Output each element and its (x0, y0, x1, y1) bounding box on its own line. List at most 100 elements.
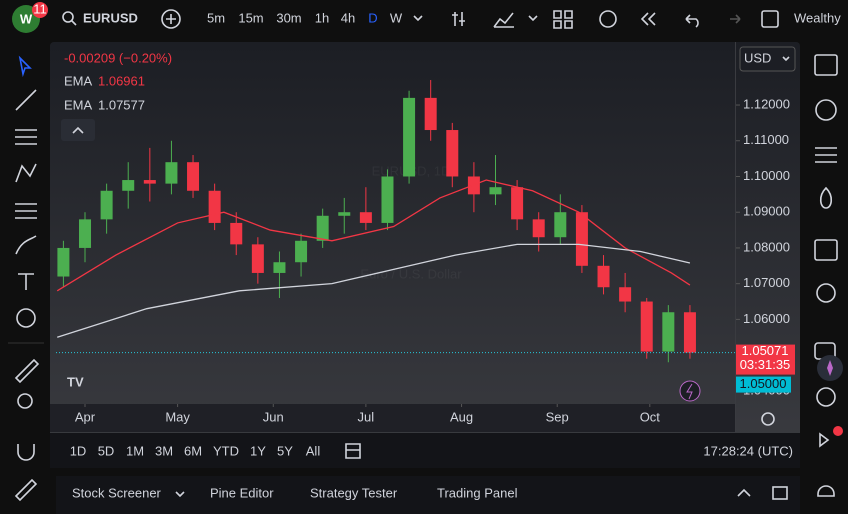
interval[interactable]: W (390, 10, 403, 25)
candle-body (683, 312, 696, 353)
interval[interactable]: D (368, 10, 377, 25)
expand-panel[interactable] (737, 488, 751, 497)
chart-panel (50, 42, 800, 468)
date-range[interactable] (345, 443, 361, 459)
candle-body (338, 212, 351, 216)
range-button[interactable]: All (306, 443, 321, 458)
candle-body (208, 190, 221, 223)
search-icon (62, 11, 74, 23)
lock-tool[interactable] (14, 478, 38, 502)
user-name[interactable]: Wealthy (794, 10, 841, 25)
y-tick-label: 1.07000 (743, 275, 790, 290)
change-label: -0.00209 (−0.20%) (64, 50, 172, 65)
ema-line (56, 179, 691, 292)
currency-select[interactable] (739, 46, 796, 72)
candle-body (403, 97, 416, 177)
assistant-icon (827, 360, 833, 376)
fib-tool[interactable] (15, 129, 37, 145)
projection-tool[interactable] (15, 203, 37, 219)
notification-dot (833, 426, 843, 436)
range-button[interactable]: 1D (70, 443, 87, 458)
watermark-subtitle: Euro / U.S. Dollar (360, 266, 462, 281)
tv-logo: TV (67, 374, 84, 389)
ideas[interactable] (816, 283, 836, 303)
add-symbol (166, 14, 176, 24)
candle-body (143, 180, 156, 184)
maximize-panel[interactable] (772, 486, 788, 500)
x-tick-label: Jul (358, 409, 375, 424)
chart-type[interactable] (452, 12, 465, 26)
undo[interactable] (685, 14, 699, 28)
x-tick-label: Sep (546, 409, 569, 424)
emoji-tool[interactable] (16, 308, 36, 328)
range-button[interactable]: YTD (213, 443, 239, 458)
search-icon (71, 20, 77, 26)
collapse-legend[interactable] (61, 119, 95, 141)
ema-line (57, 243, 691, 338)
candle-body (295, 240, 308, 263)
add-symbol[interactable] (161, 9, 181, 29)
alert[interactable] (599, 10, 617, 28)
redo[interactable] (730, 14, 741, 24)
interval[interactable]: 1h (315, 10, 329, 25)
legend-name: EMA (64, 97, 93, 112)
range-button[interactable]: 3M (155, 443, 173, 458)
price-label: 1.05071 (742, 343, 789, 358)
stream[interactable] (819, 432, 830, 448)
zoom-tool[interactable] (17, 393, 33, 409)
alerts[interactable] (815, 99, 837, 121)
badge (32, 2, 48, 18)
layout-toggle[interactable] (761, 10, 779, 28)
magnet-tool[interactable] (17, 444, 35, 461)
candle-body (122, 180, 135, 191)
candle-body (79, 219, 92, 248)
candle-body (446, 130, 459, 177)
logo-mark: W (20, 11, 33, 26)
symbol[interactable]: EURUSD (83, 10, 138, 25)
x-tick-label: Aug (450, 409, 473, 424)
interval-menu[interactable] (413, 15, 423, 22)
pattern-tool[interactable] (15, 163, 37, 183)
interval[interactable]: 4h (341, 10, 355, 25)
interval[interactable]: 15m (238, 10, 263, 25)
tab-chevron[interactable] (175, 491, 185, 498)
menu[interactable] (528, 15, 538, 22)
range-bar (50, 433, 800, 468)
y-tick-label: 1.06000 (743, 311, 790, 326)
legend-value: 1.06961 (98, 73, 145, 88)
news[interactable] (815, 147, 837, 163)
flash[interactable] (679, 380, 701, 402)
tab[interactable]: Stock Screener (72, 485, 162, 500)
help[interactable] (816, 387, 836, 407)
watchlist[interactable] (814, 54, 838, 76)
candle-body (251, 244, 264, 273)
hotlist[interactable] (819, 186, 833, 209)
measure-tool[interactable] (14, 358, 40, 384)
candle-body (662, 312, 675, 352)
layouts[interactable] (553, 10, 573, 29)
range-button[interactable]: 5D (98, 443, 115, 458)
range-button[interactable]: 6M (184, 443, 202, 458)
calendar[interactable] (814, 239, 838, 261)
tab[interactable]: Pine Editor (210, 485, 274, 500)
notifications[interactable] (817, 485, 835, 497)
brush-tool[interactable] (15, 235, 37, 255)
tab[interactable]: Trading Panel (437, 485, 518, 500)
settings[interactable] (761, 412, 775, 426)
range-button[interactable]: 5Y (277, 443, 293, 458)
candle-body (554, 212, 567, 238)
interval[interactable]: 30m (276, 10, 301, 25)
candle-body (381, 176, 394, 223)
range-button[interactable]: 1Y (250, 443, 266, 458)
interval[interactable]: 5m (207, 10, 225, 25)
price-badge (736, 344, 795, 375)
replay[interactable] (640, 12, 656, 26)
text-tool[interactable] (18, 273, 34, 290)
clock[interactable]: 17:28:24 (UTC) (703, 443, 793, 458)
range-button[interactable]: 1M (126, 443, 144, 458)
tab[interactable]: Strategy Tester (310, 485, 398, 500)
indicators[interactable] (493, 12, 514, 28)
candle-body (575, 212, 588, 266)
line-tool[interactable] (15, 89, 37, 111)
cursor-tool[interactable] (18, 55, 32, 78)
